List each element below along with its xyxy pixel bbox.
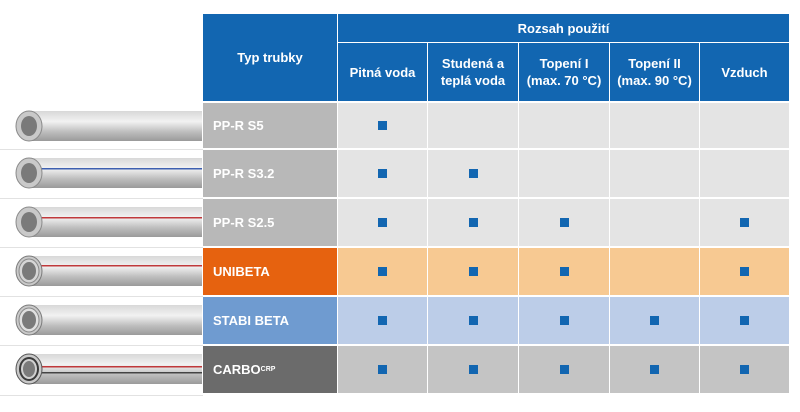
pipe-type-cell: PP-R S3.2 [203, 148, 337, 197]
usage-cell [338, 101, 427, 148]
usage-cell [338, 197, 427, 246]
column-header-line: Topení II [628, 56, 681, 71]
usage-marker-icon [740, 316, 749, 325]
usage-cell [428, 101, 518, 148]
pipe-type-cell: PP-R S2.5 [203, 197, 337, 246]
usage-marker-icon [468, 365, 478, 374]
usage-cell [610, 197, 699, 246]
pipe-image-carbo [0, 346, 203, 396]
pipe-icon [15, 353, 202, 385]
usage-marker-icon [468, 267, 478, 276]
usage-cell [610, 246, 699, 295]
usage-marker-icon [378, 121, 387, 130]
usage-cell [428, 344, 518, 393]
column-header-line: Pitná voda [349, 64, 416, 80]
pipe-type-label: PP-R S3.2 [213, 166, 275, 181]
usage-cell [519, 246, 609, 295]
pipe-icon [15, 110, 202, 142]
usage-marker-icon [468, 218, 478, 227]
pipe-type-label: PP-R S5 [213, 118, 264, 133]
column-header-drinking-water: Pitná voda [338, 43, 427, 101]
usage-cell [700, 148, 789, 197]
usage-cell [338, 148, 427, 197]
usage-cell [338, 246, 427, 295]
pipe-type-cell: CARBO CRP [203, 344, 337, 393]
usage-cell [610, 295, 699, 344]
column-header-line: (max. 90 °C) [617, 73, 692, 88]
usage-cell [700, 295, 789, 344]
usage-cell [519, 148, 609, 197]
usage-marker-icon [740, 267, 749, 276]
column-header-line: Studená a [441, 56, 505, 71]
usage-cell [338, 344, 427, 393]
usage-marker-icon [378, 365, 387, 374]
usage-marker-icon [740, 365, 749, 374]
column-header-cold-hot-water: Studená a teplá voda [428, 43, 518, 101]
usage-marker-icon [740, 218, 749, 227]
pipe-type-label: CARBO [213, 362, 261, 377]
usage-marker-icon [378, 316, 387, 325]
usage-cell [610, 101, 699, 148]
usage-table: Typ trubky Rozsah použití Pitná voda Stu… [203, 14, 789, 393]
usage-cell [428, 148, 518, 197]
usage-marker-icon [468, 169, 478, 178]
pipe-image-unibeta [0, 248, 203, 297]
usage-cell [519, 295, 609, 344]
usage-cell [610, 344, 699, 393]
usage-marker-icon [468, 316, 478, 325]
pipe-image-pp-r-s5 [0, 103, 203, 150]
usage-marker-icon [559, 218, 569, 227]
pipe-type-cell: UNIBETA [203, 246, 337, 295]
pipe-icon [15, 304, 202, 336]
column-header-heating-1: Topení I (max. 70 °C) [519, 43, 609, 101]
usage-marker-icon [378, 169, 387, 178]
pipe-icon [15, 206, 202, 238]
usage-marker-icon [378, 218, 387, 227]
type-column-header: Typ trubky [203, 14, 337, 101]
column-header-line: Vzduch [721, 64, 768, 80]
column-header-line: Topení I [539, 56, 589, 71]
usage-marker-icon [650, 316, 659, 325]
usage-cell [428, 197, 518, 246]
pipe-type-label: STABI BETA [213, 313, 290, 328]
usage-cell [338, 295, 427, 344]
usage-marker-icon [559, 316, 569, 325]
usage-marker-icon [650, 365, 659, 374]
usage-cell [700, 197, 789, 246]
usage-cell [428, 295, 518, 344]
pipe-icon [15, 157, 202, 189]
pipe-image-pp-r-s2-5 [0, 199, 203, 248]
usage-cell [428, 246, 518, 295]
usage-cell [519, 197, 609, 246]
pipe-type-label: PP-R S2.5 [213, 215, 275, 230]
pipe-type-label: UNIBETA [213, 264, 270, 279]
usage-range-header: Rozsah použití [338, 14, 789, 43]
pipe-image-pp-r-s3-2 [0, 150, 203, 199]
pipe-type-cell: PP-R S5 [203, 101, 337, 148]
pipe-type-cell: STABI BETA [203, 295, 337, 344]
pipe-icon [15, 255, 202, 287]
pipe-image-stabi-beta [0, 297, 203, 346]
column-header-line: teplá voda [440, 73, 506, 88]
usage-cell [519, 344, 609, 393]
usage-cell [610, 148, 699, 197]
usage-marker-icon [378, 267, 387, 276]
usage-marker-icon [559, 365, 569, 374]
usage-cell [519, 101, 609, 148]
column-header-line: (max. 70 °C) [526, 73, 602, 88]
column-header-heating-2: Topení II (max. 90 °C) [610, 43, 699, 101]
usage-range-label: Rozsah použití [517, 20, 610, 36]
usage-cell [700, 246, 789, 295]
usage-marker-icon [559, 267, 569, 276]
pipe-images-column [0, 0, 203, 412]
pipe-type-superscript: CRP [260, 366, 276, 373]
usage-cell [700, 344, 789, 393]
column-header-air: Vzduch [700, 43, 789, 101]
usage-cell [700, 101, 789, 148]
type-header-label: Typ trubky [237, 50, 303, 65]
